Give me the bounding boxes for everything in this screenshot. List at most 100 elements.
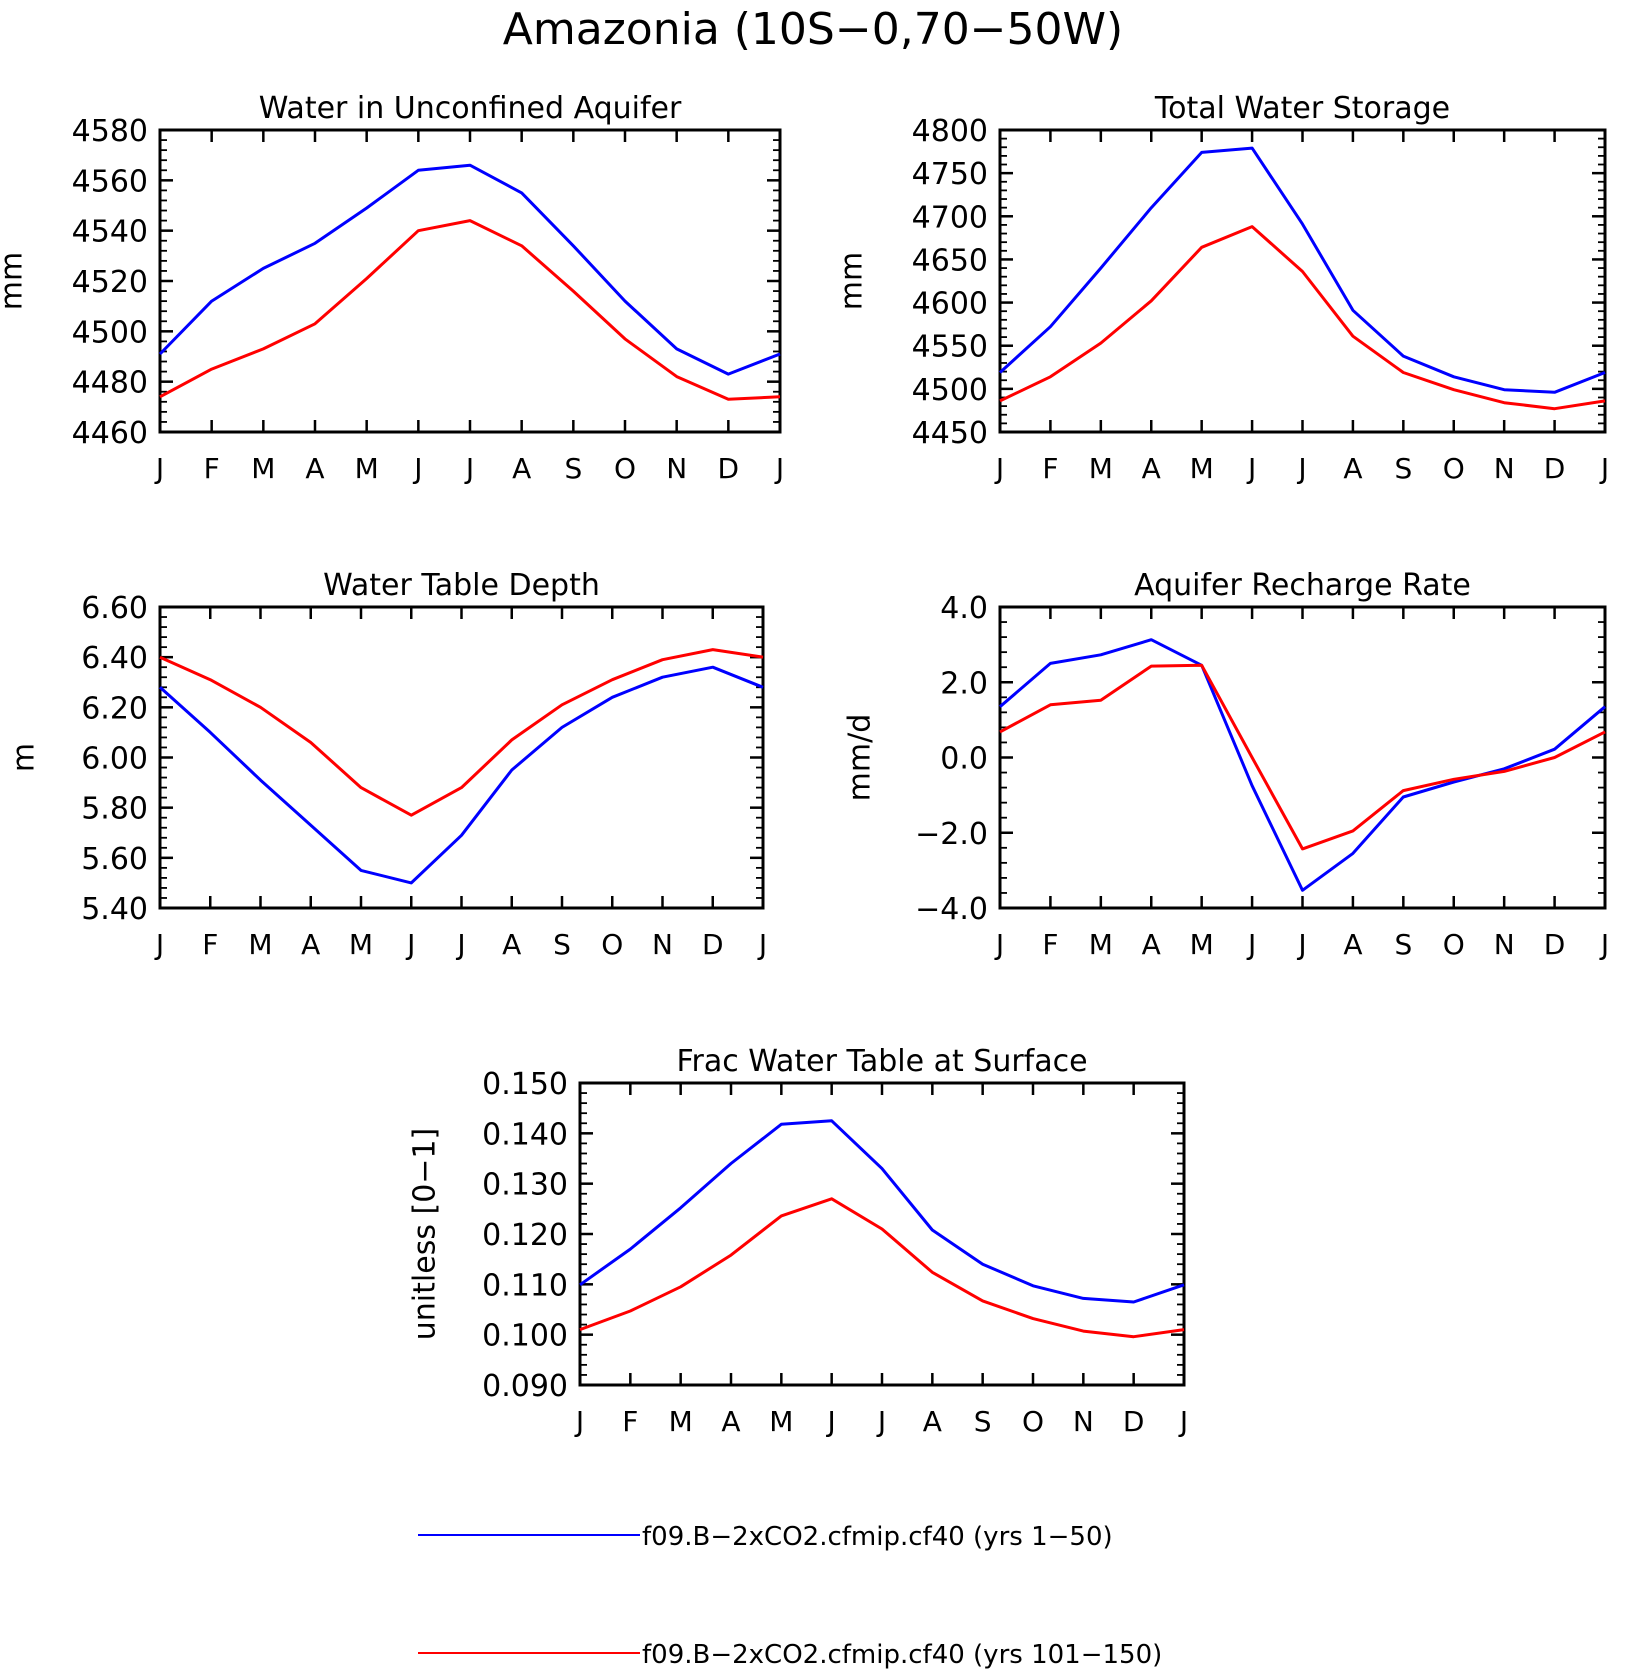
x-tick-label: O bbox=[614, 452, 636, 485]
series-line-2 bbox=[579, 1197, 1185, 1339]
y-tick-label: 4500 bbox=[912, 373, 988, 408]
x-tick-label: J bbox=[1296, 928, 1306, 961]
x-tick-label: J bbox=[464, 452, 474, 485]
x-tick-label: O bbox=[1443, 928, 1465, 961]
x-tick-label: N bbox=[1494, 452, 1515, 485]
x-tick-label: F bbox=[204, 452, 220, 485]
x-tick-label: A bbox=[305, 452, 324, 485]
x-tick-label: M bbox=[349, 928, 373, 961]
x-tick-label: M bbox=[769, 1405, 793, 1438]
x-tick-label: N bbox=[666, 452, 687, 485]
y-tick-label: 6.00 bbox=[81, 742, 148, 777]
x-tick-label: A bbox=[1142, 928, 1161, 961]
x-tick-label: A bbox=[502, 928, 521, 961]
x-tick-label: F bbox=[622, 1405, 638, 1438]
y-tick-label: 0.140 bbox=[482, 1117, 568, 1152]
panel-title: Aquifer Recharge Rate bbox=[1134, 568, 1471, 603]
x-tick-label: J bbox=[405, 928, 415, 961]
y-tick-label: 4540 bbox=[72, 215, 148, 250]
y-tick-label: 0.090 bbox=[482, 1369, 568, 1404]
y-tick-label: 4700 bbox=[912, 200, 988, 235]
legend: f09.B−2xCO2.cfmip.cf40 (yrs 1−50) f09.B−… bbox=[418, 1522, 1162, 1670]
x-tick-label: D bbox=[1544, 452, 1566, 485]
y-tick-label: 5.60 bbox=[81, 842, 148, 877]
series-line-2 bbox=[999, 225, 1606, 411]
y-tick-label: 0.110 bbox=[482, 1268, 568, 1303]
x-tick-label: S bbox=[553, 928, 571, 961]
y-tick-label: 6.40 bbox=[81, 641, 148, 676]
series-line-2 bbox=[159, 219, 781, 401]
x-tick-label: J bbox=[774, 452, 784, 485]
y-tick-label: 0.150 bbox=[482, 1067, 568, 1102]
x-tick-label: M bbox=[1190, 452, 1214, 485]
y-tick-label: 5.40 bbox=[81, 892, 148, 927]
y-tick-label: 4750 bbox=[912, 157, 988, 192]
x-tick-label: J bbox=[876, 1405, 886, 1438]
y-axis-label: m bbox=[7, 743, 42, 772]
x-tick-label: A bbox=[1343, 452, 1362, 485]
x-tick-label: J bbox=[826, 1405, 836, 1438]
x-tick-label: N bbox=[1073, 1405, 1094, 1438]
x-tick-label: A bbox=[721, 1405, 740, 1438]
y-tick-label: 0.130 bbox=[482, 1168, 568, 1203]
plot-frame bbox=[158, 605, 765, 910]
y-tick-label: 4460 bbox=[72, 416, 148, 451]
x-tick-label: M bbox=[669, 1405, 693, 1438]
x-tick-label: A bbox=[923, 1405, 942, 1438]
x-tick-label: F bbox=[202, 928, 218, 961]
y-tick-label: 6.20 bbox=[81, 691, 148, 726]
y-tick-label: −2.0 bbox=[915, 817, 988, 852]
x-tick-label: S bbox=[974, 1405, 992, 1438]
x-tick-label: O bbox=[601, 928, 623, 961]
y-tick-label: 4.0 bbox=[940, 591, 988, 626]
x-tick-label: F bbox=[1042, 452, 1058, 485]
x-tick-label: J bbox=[994, 452, 1004, 485]
y-tick-label: 4650 bbox=[912, 243, 988, 278]
x-tick-label: D bbox=[718, 452, 740, 485]
x-tick-label: F bbox=[1042, 928, 1058, 961]
x-tick-label: J bbox=[154, 928, 164, 961]
x-tick-label: J bbox=[1599, 452, 1609, 485]
y-tick-label: 4500 bbox=[72, 315, 148, 350]
y-tick-label: 5.80 bbox=[81, 792, 148, 827]
x-tick-label: J bbox=[994, 928, 1004, 961]
panel-title: Frac Water Table at Surface bbox=[676, 1044, 1087, 1079]
panel-frac-water-table-at-surface: Frac Water Table at Surface unitless [0−1… bbox=[408, 1044, 1189, 1438]
x-tick-label: O bbox=[1443, 452, 1465, 485]
x-tick-label: J bbox=[1599, 928, 1609, 961]
y-tick-label: −4.0 bbox=[915, 892, 988, 927]
y-tick-label: 4600 bbox=[912, 287, 988, 322]
y-tick-label: 4480 bbox=[72, 366, 148, 401]
x-tick-label: S bbox=[1394, 928, 1412, 961]
series-line-1 bbox=[998, 146, 1606, 394]
x-tick-label: J bbox=[412, 452, 422, 485]
x-tick-label: O bbox=[1022, 1405, 1044, 1438]
series-line-2 bbox=[999, 663, 1606, 851]
series-line-1 bbox=[158, 163, 781, 376]
figure-title: Amazonia (10S−0,70−50W) bbox=[503, 4, 1123, 55]
y-tick-label: 4520 bbox=[72, 265, 148, 300]
x-tick-label: A bbox=[512, 452, 531, 485]
y-tick-label: 2.0 bbox=[940, 666, 988, 701]
x-tick-label: J bbox=[1178, 1405, 1188, 1438]
y-axis-label: mm/d bbox=[843, 714, 878, 802]
panel-title: Water Table Depth bbox=[323, 568, 600, 603]
y-tick-label: 0.0 bbox=[940, 742, 988, 777]
series-line-2 bbox=[159, 648, 764, 817]
y-axis-label: unitless [0−1] bbox=[408, 1128, 443, 1340]
y-tick-label: 4450 bbox=[912, 416, 988, 451]
y-axis-label: mm bbox=[0, 252, 30, 310]
panel-title: Water in Unconfined Aquifer bbox=[259, 91, 682, 126]
y-tick-label: 4800 bbox=[912, 114, 988, 149]
series-line-1 bbox=[999, 638, 1606, 892]
x-tick-label: J bbox=[154, 452, 164, 485]
x-tick-label: N bbox=[1494, 928, 1515, 961]
x-tick-label: M bbox=[1089, 452, 1113, 485]
x-tick-label: J bbox=[1296, 452, 1306, 485]
x-tick-label: D bbox=[1544, 928, 1566, 961]
x-tick-label: J bbox=[1246, 928, 1256, 961]
x-tick-label: S bbox=[564, 452, 582, 485]
panel-title: Total Water Storage bbox=[1154, 91, 1450, 126]
